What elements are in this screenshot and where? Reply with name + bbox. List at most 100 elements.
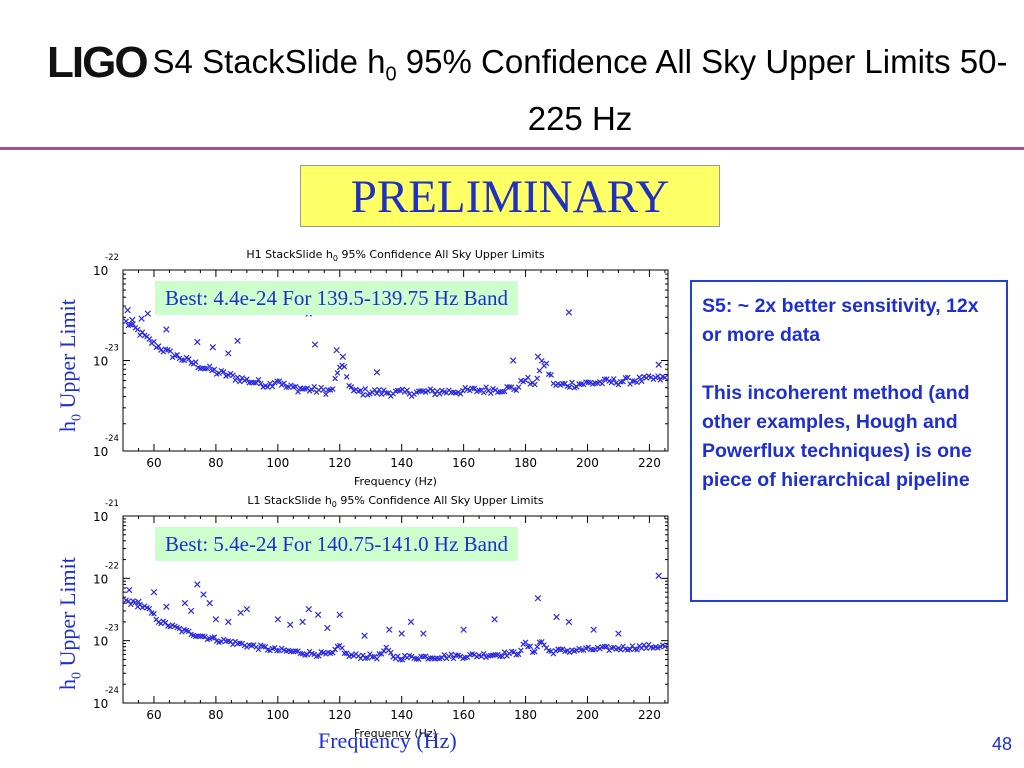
data-point (187, 607, 195, 615)
data-point (134, 326, 141, 333)
x-tick-label: 200 (576, 456, 599, 470)
y-axis-label-main: h (55, 421, 80, 432)
data-point (471, 385, 478, 392)
data-point (230, 372, 236, 379)
x-tick-label: 80 (208, 708, 223, 722)
data-point (316, 653, 322, 659)
title-rest: 95% Confidence All Sky Upper Limits 50-2… (396, 43, 1008, 137)
data-point (339, 645, 345, 651)
data-point (234, 337, 241, 345)
data-point (534, 375, 540, 382)
data-point (480, 650, 487, 657)
data-point (181, 599, 189, 607)
data-point (146, 605, 153, 612)
y-tick-exponent: -24 (105, 686, 119, 696)
x-axis-label: Frequency (Hz) (354, 475, 437, 488)
data-point (167, 348, 174, 354)
data-point (450, 655, 457, 662)
data-point (448, 651, 455, 658)
note-method: This incoherent method (and other exampl… (702, 382, 972, 491)
data-point (320, 386, 327, 393)
y-tick-label: 10 (93, 510, 108, 524)
data-point (420, 630, 427, 637)
y-tick-label: 10 (93, 264, 108, 278)
data-point (662, 643, 668, 650)
data-point (185, 628, 192, 635)
x-tick-label: 120 (328, 456, 351, 470)
data-point (220, 368, 227, 375)
data-point (125, 586, 133, 594)
data-point (441, 652, 448, 658)
data-point (518, 647, 524, 654)
data-point (404, 387, 410, 393)
data-point (334, 370, 341, 376)
data-point (174, 352, 181, 358)
y-axis-label-sub: 0 (69, 672, 85, 679)
data-point (311, 341, 319, 348)
x-tick-label: 200 (576, 708, 599, 722)
data-point (163, 326, 170, 333)
title-divider (0, 147, 1024, 150)
data-point (286, 621, 294, 628)
data-point (264, 384, 271, 390)
data-point (281, 380, 287, 387)
data-point (332, 375, 338, 382)
l1-y-axis-label: h0 Upper Limit (55, 557, 85, 690)
data-point (509, 357, 517, 364)
data-point (311, 383, 318, 390)
data-point (211, 366, 218, 373)
data-point (360, 392, 366, 398)
x-tick-label: 180 (514, 456, 537, 470)
title-subscript: 0 (385, 63, 397, 86)
data-point (163, 603, 170, 610)
y-tick-exponent: -22 (105, 561, 119, 571)
h1-best-annotation: Best: 4.4e-24 For 139.5-139.75 Hz Band (155, 281, 518, 315)
data-point (234, 374, 241, 381)
data-point (638, 378, 645, 385)
data-point (135, 598, 142, 606)
data-point (225, 618, 232, 626)
data-point (610, 376, 617, 382)
data-point (394, 653, 401, 659)
data-point (150, 588, 158, 596)
plot-title: H1 StackSlide h0 95% Confidence All Sky … (246, 248, 545, 263)
x-tick-label: 160 (452, 456, 475, 470)
y-tick-exponent: -22 (105, 253, 119, 263)
data-point (480, 389, 487, 396)
data-point (200, 591, 207, 598)
data-point (361, 632, 368, 639)
data-point (373, 369, 381, 376)
x-tick-label: 120 (328, 708, 351, 722)
data-point (620, 378, 626, 385)
data-point (432, 391, 438, 398)
data-point (192, 359, 199, 365)
data-point (151, 610, 157, 617)
data-point (515, 651, 522, 658)
y-axis-label-rest: Upper Limit (55, 557, 80, 672)
data-point (536, 367, 543, 374)
data-point (364, 655, 371, 661)
data-point (374, 655, 380, 662)
data-point (276, 378, 283, 384)
data-point (522, 639, 529, 646)
slide-title: S4 StackSlide h0 95% Confidence All Sky … (150, 40, 1010, 141)
y-tick-exponent: -23 (105, 344, 119, 354)
data-point (604, 643, 610, 650)
data-point (381, 648, 387, 654)
data-point (206, 363, 213, 370)
h1-y-axis-label: h0 Upper Limit (55, 299, 85, 432)
data-point (378, 391, 385, 397)
data-point (151, 338, 157, 345)
data-point (515, 384, 522, 390)
y-axis-label-main: h (55, 679, 80, 690)
y-tick-label: 10 (93, 445, 108, 459)
page-number: 48 (992, 734, 1013, 754)
data-point (608, 379, 615, 386)
data-point (127, 601, 134, 608)
data-point (292, 383, 299, 390)
data-point (398, 630, 405, 637)
data-point (657, 377, 664, 383)
frequency-axis-label: Frequency (Hz) (318, 728, 457, 753)
data-point (627, 646, 633, 653)
data-point (525, 374, 531, 381)
